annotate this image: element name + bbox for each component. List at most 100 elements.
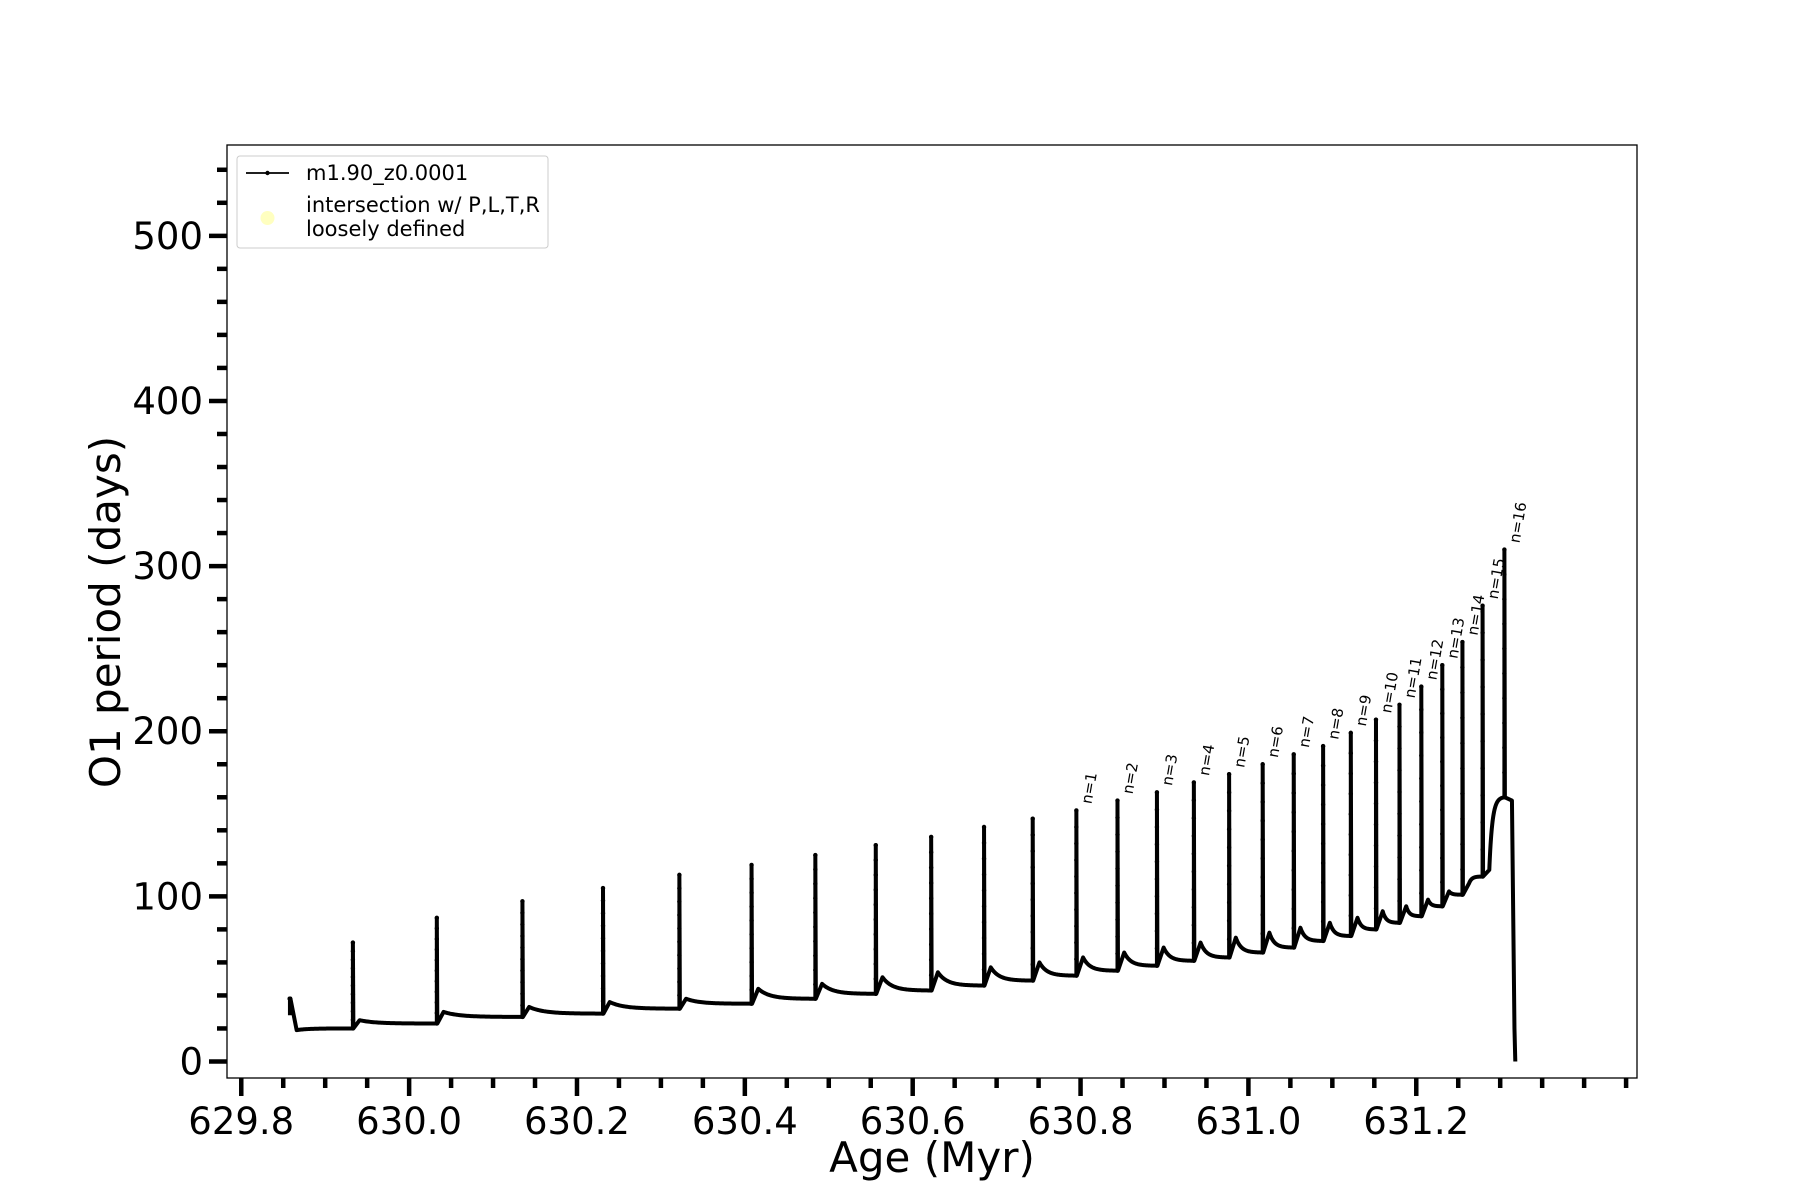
series-point xyxy=(1154,824,1160,830)
series-point xyxy=(1260,856,1265,861)
series-point xyxy=(677,926,682,931)
series-point xyxy=(1154,807,1160,812)
series-point xyxy=(1320,763,1326,768)
x-tick-label: 631.0 xyxy=(1195,1100,1301,1143)
series-point xyxy=(1030,978,1035,983)
series-point xyxy=(520,991,525,996)
series-point xyxy=(873,872,878,878)
series-point xyxy=(1397,920,1402,925)
series-point xyxy=(1348,771,1354,776)
series-point xyxy=(1154,859,1160,864)
y-tick-label: 200 xyxy=(132,710,203,753)
series-point xyxy=(749,946,754,951)
series-point xyxy=(287,996,293,1001)
series-point xyxy=(981,840,987,846)
series-point xyxy=(434,957,440,963)
series-point xyxy=(1115,934,1120,939)
series-point xyxy=(600,923,606,928)
series-point xyxy=(520,980,525,985)
y-tick-label: 300 xyxy=(132,545,203,588)
series-point xyxy=(350,957,356,962)
series-point xyxy=(434,1000,440,1005)
series-point xyxy=(1419,822,1424,827)
series-point xyxy=(813,881,818,887)
pulse-annotation: n=3 xyxy=(1158,753,1181,787)
series-point xyxy=(749,932,754,937)
series-point xyxy=(749,890,754,895)
series-point xyxy=(749,987,754,993)
series-point xyxy=(1154,894,1160,899)
series-point xyxy=(1320,899,1326,905)
series-point xyxy=(1440,904,1445,909)
series-point xyxy=(1154,876,1160,882)
series-point xyxy=(1074,890,1079,896)
series-point xyxy=(1030,962,1035,967)
x-axis-ticks: 629.8 630.0 630.2 630.4 630.6 630.8 631.0 631.2 xyxy=(188,1078,1629,1143)
series-point xyxy=(1115,951,1120,956)
series-point xyxy=(1291,810,1296,815)
series-point xyxy=(1373,843,1379,848)
series-point xyxy=(1397,702,1402,707)
series-point xyxy=(1480,711,1485,717)
series-point xyxy=(1502,621,1507,627)
series-point xyxy=(1502,646,1507,651)
series-point xyxy=(1115,849,1120,854)
legend-dot-swatch xyxy=(260,211,275,225)
pulse-annotation: n=2 xyxy=(1119,761,1142,795)
pulse-annotation: n=8 xyxy=(1324,707,1347,741)
series-point xyxy=(1480,766,1485,771)
series-point xyxy=(981,888,987,893)
series-point xyxy=(1419,730,1424,735)
series-point xyxy=(600,1011,606,1016)
series-point xyxy=(1373,864,1379,869)
series-point xyxy=(1440,735,1445,740)
series-point xyxy=(981,904,987,909)
x-tick-label: 629.8 xyxy=(188,1100,294,1143)
series-point xyxy=(1440,807,1445,813)
series-point xyxy=(813,996,818,1001)
y-axis-ticks: 0 100 200 300 400 500 xyxy=(132,167,227,1083)
series-point xyxy=(1030,913,1035,919)
series-point xyxy=(981,824,987,830)
series-point xyxy=(1260,780,1265,786)
series-point xyxy=(1502,596,1507,602)
series-point xyxy=(1373,738,1379,743)
series-point xyxy=(813,939,818,944)
series-point xyxy=(928,850,934,855)
series-point xyxy=(1074,956,1079,962)
series-point xyxy=(1320,841,1326,846)
series-point xyxy=(520,899,525,904)
series-point xyxy=(1460,740,1465,746)
series-point xyxy=(749,1001,754,1006)
series-point xyxy=(350,1026,356,1031)
series-point xyxy=(1419,684,1424,689)
series-point xyxy=(677,899,682,904)
series-point xyxy=(1074,857,1079,863)
series-point xyxy=(1440,662,1445,668)
series-point xyxy=(981,872,987,877)
y-tick-label: 400 xyxy=(132,380,203,423)
series-point xyxy=(350,940,356,945)
series-point xyxy=(928,880,934,886)
series-point xyxy=(1291,829,1296,834)
series-point xyxy=(1373,759,1379,764)
pulse-annotation: n=7 xyxy=(1295,715,1318,749)
x-tick-label: 630.2 xyxy=(524,1100,630,1143)
series-point xyxy=(1348,791,1354,797)
series-layer xyxy=(287,547,1518,1062)
series-point xyxy=(1260,893,1265,899)
series-point xyxy=(928,972,934,978)
series-point xyxy=(1291,945,1296,950)
series-point xyxy=(873,961,878,967)
series-point xyxy=(928,926,934,932)
y-tick-label: 500 xyxy=(132,215,203,258)
series-point xyxy=(1440,783,1445,788)
series-point xyxy=(1397,876,1402,882)
series-point xyxy=(350,948,356,954)
series-point xyxy=(600,961,606,966)
series-point xyxy=(1440,855,1445,861)
series-point xyxy=(1115,832,1120,837)
series-point xyxy=(520,922,525,927)
series-point xyxy=(1291,790,1296,796)
